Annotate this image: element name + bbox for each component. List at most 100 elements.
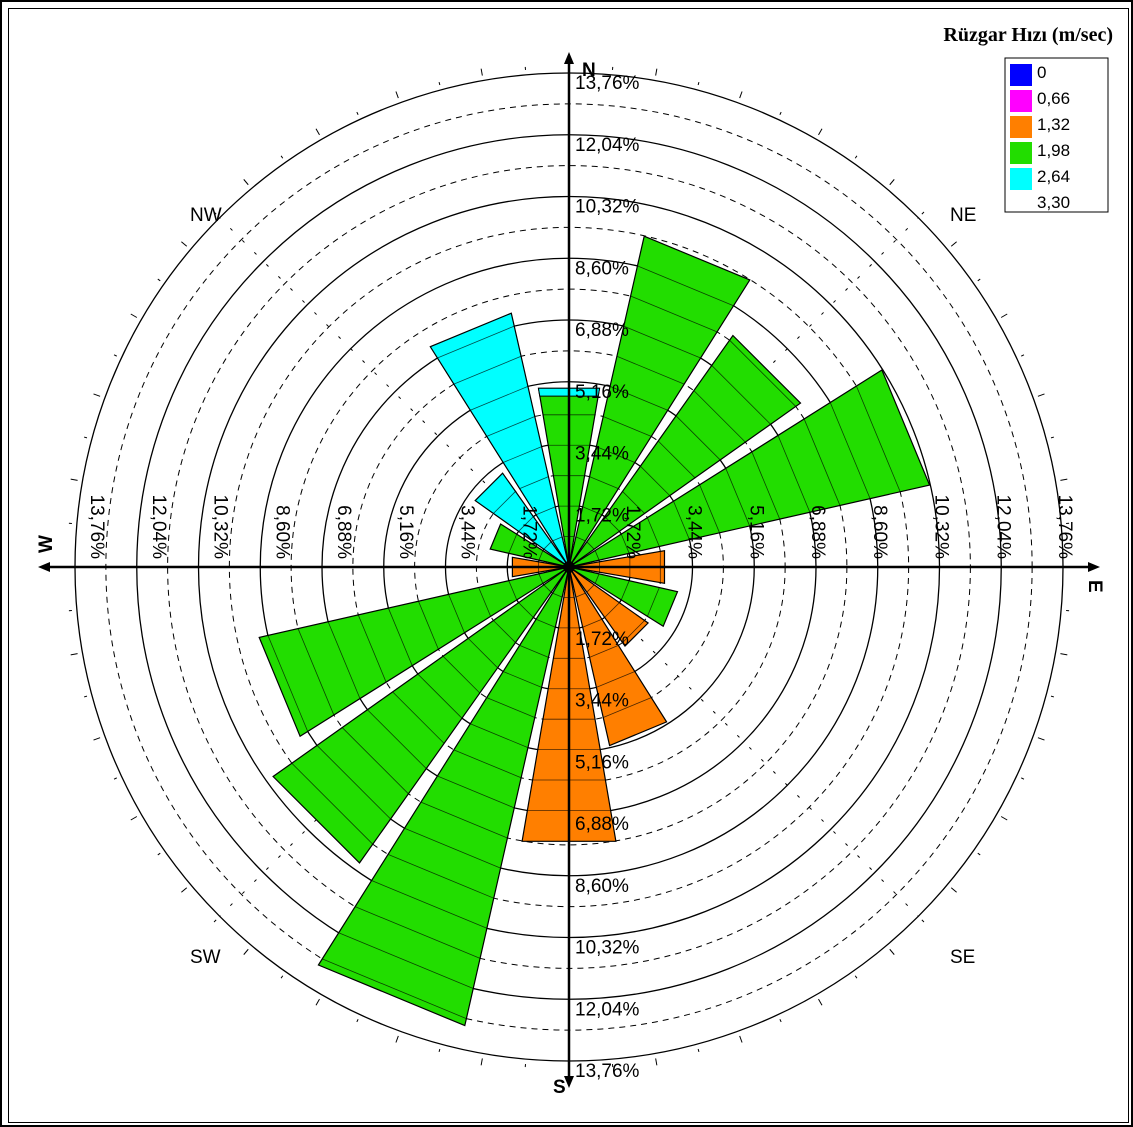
sector-band [437,775,515,809]
tick [113,354,117,357]
sector-bar-nne [568,235,751,568]
sector-band [803,418,841,506]
legend-swatch-1 [1010,64,1032,86]
sector-band [596,671,635,688]
sector-band [503,671,542,688]
ring-label-e-5: 8,60% [869,505,890,559]
chart-frame-inner [8,8,1129,1123]
tick [818,128,823,136]
sector-bar-wnw [489,523,570,568]
sector-band [647,587,660,617]
ring-label-w-3: 5,16% [395,505,416,559]
ring-label-n-2: 3,44% [575,444,629,465]
sector-band [519,645,549,658]
sector-band [589,645,619,658]
sector-band [596,446,635,463]
sector-band [594,550,600,561]
ring-labels: 1,72%1,72%1,72%1,72%3,44%3,44%3,44%3,44%… [86,73,1075,1082]
sector-band [543,541,552,550]
sector-band [493,491,516,514]
ring-label-e-2: 3,44% [684,505,705,559]
tick [280,155,284,159]
sector-band [630,295,718,333]
ring-label-e-8: 13,76% [1054,495,1075,560]
sector-band [291,762,374,845]
direction-label-sw: SW [190,947,221,968]
direction-label-s: S [553,1077,566,1098]
tick [697,1048,700,1053]
ring-label-s-7: 12,04% [575,999,640,1020]
sector-band [387,607,413,666]
tick [779,1019,782,1023]
sector-band [387,854,494,899]
sector-band [420,801,508,839]
sector-band [538,573,544,584]
sector-band [675,415,721,461]
ring-label-n-4: 6,88% [575,320,629,341]
sector-band [519,476,549,489]
legend-label-1: 0 [1037,63,1046,82]
sector-band [322,958,467,1019]
sector-band [582,618,603,628]
legend: Rüzgar Hızı (m/sec) 0 0,66 1,32 1,98 2,64 3,3… [943,24,1113,213]
ring-label-n-5: 8,60% [575,258,629,279]
sector-bars [258,235,931,1027]
sector-band [699,484,720,533]
tick [854,155,858,159]
ring-label-s-8: 13,76% [575,1061,640,1082]
tick [779,111,782,115]
tick [93,393,101,397]
sector-band [354,906,481,959]
sector-band [603,416,652,437]
main-axes [38,52,1100,1088]
ring-label-s-1: 1,72% [575,629,629,650]
sector-band [478,587,491,617]
sector-band [535,506,556,516]
axis-arrow-s [564,1076,574,1088]
sector-band [341,727,409,795]
ring-label-n-1: 1,72% [575,505,629,526]
tick [157,278,161,282]
ring-label-w-4: 6,88% [333,505,354,559]
tick [315,998,320,1006]
direction-label-nw: NW [190,205,222,226]
tick [1050,436,1055,439]
sector-band [470,723,529,749]
sector-band [552,536,563,542]
sector-band [486,416,535,437]
ring-label-e-6: 10,32% [931,495,952,560]
legend-label-4: 1,98 [1037,141,1070,160]
legend-label-5: 2,64 [1037,167,1070,186]
sector-band [604,602,620,618]
tick [480,1058,483,1066]
sector-band [316,745,391,820]
tick [697,81,700,86]
tick [1060,653,1068,656]
sector-band [586,541,595,550]
tick [130,313,138,318]
tick [1000,816,1008,821]
sector-band [467,638,498,669]
sector-band [711,365,771,425]
sector-band [486,697,535,718]
tick [1037,737,1045,741]
ring-label-s-2: 3,44% [575,691,629,712]
tick [83,695,88,698]
direction-label-ne: NE [950,205,976,226]
direction-label-n: N [582,60,596,81]
sector-band [620,533,630,554]
sector-band [725,468,751,527]
tick [1050,695,1055,698]
tick [438,81,441,86]
tick [395,1035,399,1043]
legend-label-3: 1,32 [1037,115,1070,134]
tick [213,211,217,215]
sector-band [535,618,556,628]
sector-band [829,402,871,499]
sector-band [518,516,534,532]
tick [1037,393,1045,397]
sector-band [392,691,445,744]
direction-label-se: SE [950,947,975,968]
tick [130,816,138,821]
sector-band [453,749,522,779]
